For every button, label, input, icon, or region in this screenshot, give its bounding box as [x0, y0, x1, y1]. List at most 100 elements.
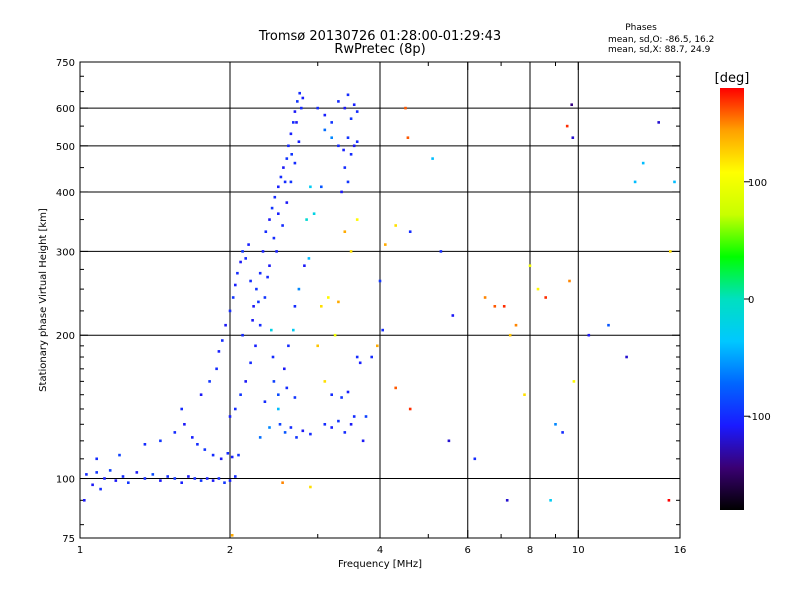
data-point — [196, 443, 199, 446]
data-point — [255, 287, 258, 291]
data-point — [342, 148, 345, 152]
data-point — [293, 396, 297, 399]
data-point — [378, 279, 382, 283]
data-point — [431, 157, 434, 160]
data-point — [320, 305, 323, 308]
x-tick-label: 8 — [527, 545, 533, 556]
data-point — [309, 185, 312, 189]
data-point — [234, 475, 237, 478]
data-point — [565, 124, 569, 128]
data-point — [502, 305, 506, 308]
data-point — [309, 432, 312, 436]
data-point — [143, 443, 147, 446]
data-point — [252, 305, 255, 308]
data-point — [99, 487, 102, 491]
data-point — [544, 296, 547, 299]
data-point — [208, 380, 211, 383]
x-tick-label: 10 — [572, 545, 585, 556]
data-point — [343, 431, 347, 434]
y-tick-label: 200 — [56, 331, 75, 342]
data-point — [159, 439, 162, 443]
data-point — [568, 279, 571, 283]
data-point — [330, 426, 333, 429]
data-point — [205, 477, 209, 480]
data-point — [95, 471, 98, 474]
data-point — [183, 423, 186, 426]
data-point — [270, 206, 274, 210]
data-point — [349, 117, 353, 120]
data-point — [384, 243, 387, 246]
data-point — [285, 386, 289, 390]
data-point — [231, 296, 235, 299]
data-point — [514, 323, 518, 327]
data-points — [83, 91, 676, 537]
data-point — [316, 106, 319, 110]
data-point — [493, 305, 497, 308]
data-point — [263, 296, 267, 299]
colorbar — [720, 88, 744, 510]
data-point — [343, 166, 347, 169]
data-point — [114, 479, 118, 482]
data-point — [394, 386, 397, 390]
colorbar-tick-label: 100 — [748, 178, 767, 189]
chart-title: Tromsø 20130726 01:28:00-01:29:43 — [258, 29, 501, 44]
data-point — [346, 93, 350, 97]
data-point — [187, 475, 190, 478]
x-tick-label: 1 — [77, 545, 83, 556]
data-point — [224, 323, 227, 327]
data-point — [346, 180, 350, 184]
data-point — [337, 100, 340, 103]
data-point — [234, 407, 237, 411]
data-point — [180, 481, 183, 484]
data-point — [364, 415, 368, 418]
data-point — [361, 439, 365, 443]
data-point — [285, 157, 289, 160]
data-point — [549, 499, 552, 502]
data-point — [340, 190, 343, 194]
data-point — [85, 473, 88, 476]
data-point — [607, 323, 610, 327]
data-point — [287, 344, 290, 348]
data-point — [275, 250, 278, 253]
data-point — [346, 390, 350, 394]
data-point — [473, 457, 477, 461]
data-point — [355, 355, 359, 359]
data-point — [323, 128, 327, 132]
data-point — [301, 429, 305, 433]
data-point — [228, 479, 232, 482]
data-point — [151, 473, 155, 476]
data-point — [572, 380, 576, 383]
data-point — [228, 415, 232, 418]
data-point — [337, 419, 340, 423]
y-tick-label: 600 — [56, 104, 75, 115]
data-point — [301, 96, 305, 100]
data-point — [355, 110, 359, 113]
data-point — [337, 300, 340, 304]
colorbar-tick-label: -100 — [748, 412, 771, 423]
data-point — [258, 436, 262, 439]
data-point — [320, 185, 323, 189]
data-point — [217, 477, 221, 480]
data-point — [657, 121, 660, 124]
data-point — [237, 453, 240, 457]
data-point — [289, 180, 293, 184]
data-point — [219, 457, 223, 461]
data-point — [230, 534, 234, 537]
data-point — [249, 361, 252, 365]
data-point — [290, 153, 293, 156]
data-point — [266, 275, 269, 279]
data-point — [283, 431, 287, 434]
data-point — [257, 300, 260, 304]
data-point — [166, 475, 169, 478]
data-point — [247, 243, 250, 246]
data-point — [295, 436, 298, 439]
data-point — [343, 230, 347, 233]
data-point — [346, 136, 350, 139]
data-point — [203, 448, 207, 451]
data-point — [349, 250, 353, 253]
x-tick-label: 16 — [674, 545, 687, 556]
chart-subtitle: RwPretec (8p) — [334, 42, 425, 57]
data-point — [279, 175, 283, 179]
data-point — [633, 180, 637, 184]
